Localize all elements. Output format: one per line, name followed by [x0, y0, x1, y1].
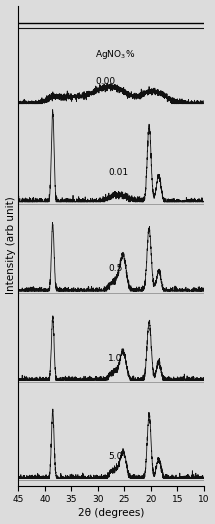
Text: AgNO$_3$%: AgNO$_3$%	[95, 48, 135, 61]
X-axis label: 2θ (degrees): 2θ (degrees)	[78, 508, 144, 518]
Text: 0.00: 0.00	[95, 77, 115, 86]
Text: 5.0: 5.0	[108, 452, 123, 461]
Text: 1.0: 1.0	[108, 354, 123, 363]
Y-axis label: Intensity (arb unit): Intensity (arb unit)	[6, 196, 15, 294]
Text: 0.01: 0.01	[108, 168, 129, 177]
Text: 0.5: 0.5	[108, 265, 123, 274]
